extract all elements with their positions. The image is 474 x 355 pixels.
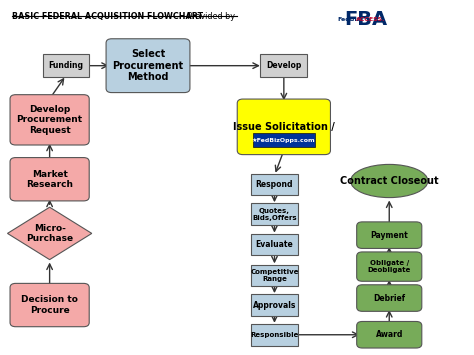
- Text: BASIC FEDERAL ACQUISITION FLOWCHART: BASIC FEDERAL ACQUISITION FLOWCHART: [12, 11, 203, 21]
- Ellipse shape: [351, 164, 428, 198]
- Text: Contract Closeout: Contract Closeout: [340, 176, 438, 186]
- FancyBboxPatch shape: [253, 133, 315, 147]
- FancyBboxPatch shape: [251, 234, 298, 256]
- Text: Issue Solicitation /: Issue Solicitation /: [233, 122, 335, 132]
- FancyBboxPatch shape: [10, 95, 89, 145]
- FancyBboxPatch shape: [10, 283, 89, 327]
- Text: Debrief: Debrief: [373, 294, 405, 302]
- Text: ★FedBizOpps.com: ★FedBizOpps.com: [252, 138, 316, 143]
- FancyBboxPatch shape: [251, 174, 298, 195]
- Polygon shape: [8, 207, 92, 260]
- Text: Quotes,
Bids,Offers: Quotes, Bids,Offers: [252, 208, 297, 221]
- FancyBboxPatch shape: [251, 294, 298, 316]
- Text: ACCESS.: ACCESS.: [356, 17, 386, 22]
- Text: Competitive
Range: Competitive Range: [250, 269, 299, 282]
- Text: Payment: Payment: [370, 231, 408, 240]
- FancyBboxPatch shape: [10, 158, 89, 201]
- FancyBboxPatch shape: [237, 99, 330, 155]
- FancyBboxPatch shape: [251, 203, 298, 225]
- FancyBboxPatch shape: [251, 324, 298, 345]
- Text: Responsible: Responsible: [250, 332, 299, 338]
- Text: Micro-
Purchase: Micro- Purchase: [26, 224, 73, 243]
- Text: Provided by: Provided by: [184, 11, 235, 21]
- Text: Develop
Procurement
Request: Develop Procurement Request: [17, 105, 82, 135]
- Text: FBA: FBA: [345, 10, 388, 29]
- FancyBboxPatch shape: [357, 252, 422, 281]
- Text: Evaluate: Evaluate: [255, 240, 293, 249]
- FancyBboxPatch shape: [260, 54, 307, 77]
- Text: Funding: Funding: [48, 61, 83, 70]
- Text: FedBiz: FedBiz: [337, 17, 361, 22]
- Text: Decision to
Procure: Decision to Procure: [21, 295, 78, 315]
- Text: Develop: Develop: [266, 61, 301, 70]
- FancyBboxPatch shape: [357, 222, 422, 248]
- FancyBboxPatch shape: [357, 285, 422, 311]
- Text: Respond: Respond: [256, 180, 293, 189]
- FancyBboxPatch shape: [357, 322, 422, 348]
- Text: Approvals: Approvals: [253, 301, 296, 310]
- FancyBboxPatch shape: [251, 264, 298, 286]
- Text: Select
Procurement
Method: Select Procurement Method: [112, 49, 183, 82]
- Text: Obligate /
Deobligate: Obligate / Deobligate: [367, 260, 411, 273]
- FancyBboxPatch shape: [43, 54, 90, 77]
- Text: Award: Award: [375, 330, 403, 339]
- FancyBboxPatch shape: [106, 39, 190, 93]
- Text: Market
Research: Market Research: [26, 170, 73, 189]
